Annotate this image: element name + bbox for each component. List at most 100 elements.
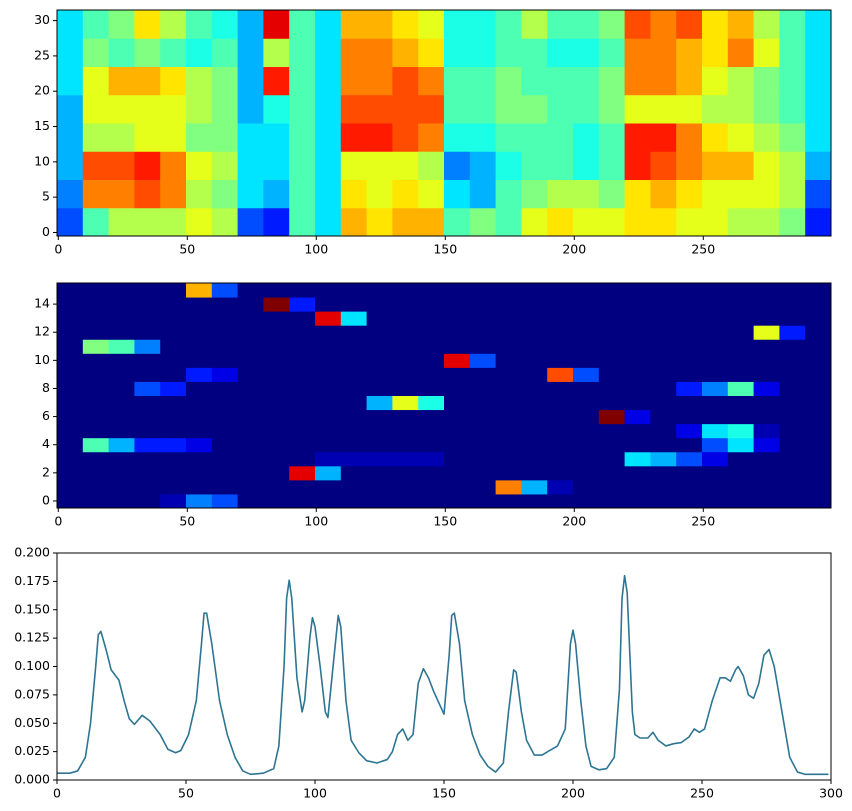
heatmap-cell — [805, 479, 832, 495]
heatmap-cell — [340, 325, 368, 340]
heatmap-cell — [108, 381, 135, 396]
heatmap-cell — [211, 207, 239, 237]
heatmap-cell — [702, 94, 729, 124]
heatmap-cell — [108, 94, 135, 124]
heatmap-cell — [315, 353, 342, 368]
heatmap-cell — [160, 381, 187, 396]
heatmap-cell — [392, 311, 419, 326]
heatmap-cell — [315, 339, 342, 354]
heatmap-cell — [289, 409, 316, 425]
heatmap-cell — [650, 10, 677, 39]
heatmap-cell — [108, 311, 135, 326]
heatmap-cell — [444, 94, 471, 124]
heatmap-cell — [108, 283, 135, 298]
heatmap-cell — [289, 311, 316, 326]
heatmap-cell — [160, 367, 187, 382]
heatmap-cell — [598, 151, 626, 180]
heatmap-cell — [160, 151, 187, 180]
heatmap-cell — [211, 66, 239, 96]
heatmap-cell — [57, 339, 84, 354]
heatmap-cell — [263, 311, 290, 326]
heatmap-cell — [444, 339, 471, 354]
heatmap-cell — [444, 283, 471, 298]
heatmap-cell — [186, 465, 213, 481]
heatmap-cell — [702, 437, 729, 453]
heatmap-cell — [753, 10, 780, 39]
heatmap-cell — [108, 493, 135, 509]
heatmap-cell — [134, 10, 161, 39]
heatmap-cell — [108, 465, 135, 481]
heatmap-cell — [779, 451, 806, 467]
heatmap-cell — [289, 479, 316, 495]
heatmap-cell — [366, 10, 393, 39]
heatmap-cell — [702, 297, 729, 312]
heatmap-cell — [650, 297, 677, 312]
x-tick-label: 200 — [562, 242, 586, 257]
heatmap-cell — [573, 339, 600, 354]
heatmap-cell — [160, 465, 187, 481]
heatmap-cell — [805, 94, 832, 124]
heatmap-cell — [186, 367, 213, 382]
heatmap-cell — [805, 493, 832, 509]
heatmap-cell — [676, 493, 703, 509]
heatmap-cell — [624, 465, 651, 481]
x-tick-label: 0 — [54, 514, 62, 529]
heatmap-cell — [340, 395, 368, 411]
heatmap-cell — [624, 367, 651, 382]
heatmap-cell — [598, 94, 626, 124]
heatmap-cell — [263, 479, 290, 495]
heatmap-cell — [547, 465, 574, 481]
x-tick-label: 300 — [819, 786, 843, 801]
heatmap-cell — [753, 437, 780, 453]
heatmap-cell — [779, 395, 806, 411]
y-tick-label: 0.100 — [14, 658, 50, 673]
heatmap-cell — [779, 437, 806, 453]
heatmap-cell — [469, 367, 497, 382]
heatmap-cell — [598, 38, 626, 67]
heatmap-cell — [315, 395, 342, 411]
heatmap-cell — [57, 465, 84, 481]
heatmap-cell — [598, 437, 626, 453]
heatmap-cell — [315, 207, 342, 237]
heatmap-cell — [186, 151, 213, 180]
heatmap-cell — [186, 423, 213, 439]
heatmap-cell — [186, 66, 213, 96]
y-tick-label: 6 — [42, 408, 50, 423]
heatmap-cell — [444, 423, 471, 439]
heatmap-cell — [805, 381, 832, 396]
heatmap-cell — [573, 381, 600, 396]
heatmap-cell — [289, 451, 316, 467]
heatmap-cell — [727, 465, 755, 481]
heatmap-cell — [547, 479, 574, 495]
heatmap-cell — [598, 367, 626, 382]
heatmap-cell — [779, 207, 806, 237]
heatmap-cell — [444, 297, 471, 312]
heatmap-cell — [263, 283, 290, 298]
y-tick-label: 0 — [42, 224, 50, 239]
heatmap-cell — [82, 395, 110, 411]
y-tick-label: 5 — [42, 189, 50, 204]
heatmap-cell — [366, 395, 393, 411]
heatmap-cell — [211, 38, 239, 67]
heatmap-cell — [495, 283, 522, 298]
heatmap-cell — [521, 437, 548, 453]
x-tick-label: 0 — [53, 786, 61, 801]
heatmap-cell — [624, 409, 651, 425]
heatmap-cell — [521, 493, 548, 509]
heatmap-cell — [366, 38, 393, 67]
heatmap-cell — [237, 10, 264, 39]
heatmap-cell — [134, 325, 161, 340]
heatmap-cell — [727, 123, 755, 152]
heatmap-cell — [727, 437, 755, 453]
heatmap-cell — [108, 123, 135, 152]
heatmap-cell — [573, 367, 600, 382]
heatmap-cell — [82, 297, 110, 312]
heatmap-cell — [211, 381, 239, 396]
heatmap-cell — [418, 367, 445, 382]
heatmap-cell — [418, 381, 445, 396]
heatmap-cell — [418, 207, 445, 237]
heatmap-cell — [676, 207, 703, 237]
heatmap-cell — [547, 311, 574, 326]
heatmap-cell — [134, 479, 161, 495]
